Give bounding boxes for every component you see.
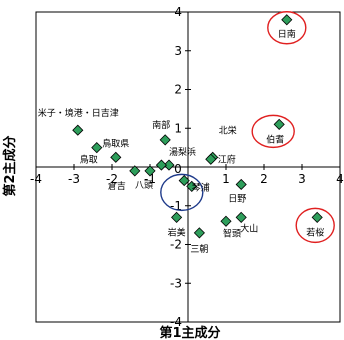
data-point [235,178,247,191]
y-tick-label: 2 [174,83,182,97]
tick-labels: -4 -3 -2 -1 1 2 3 4 -4 -3 -2 -1 1 2 3 4 0 [30,5,344,329]
data-point [72,124,84,136]
axes [35,11,341,323]
point-label: 江府 [218,153,236,165]
point-label: 琴浦 [192,181,210,193]
data-point [155,159,167,171]
point-label: 鳥取県 [102,137,129,149]
point-label: 鳥取 [80,154,98,166]
point-label: 八頭 [135,180,153,191]
data-point [311,211,323,223]
y-tick-label: 3 [174,44,182,58]
data-point [110,151,122,163]
y-tick-label: -2 [170,238,182,252]
data-point [144,165,156,177]
data-point [193,227,205,239]
point-label: 日野 [228,193,246,204]
y-tick-label: 4 [174,5,182,19]
point-label: 大山 [240,222,258,234]
data-point [91,142,103,154]
x-tick-label: 1 [222,172,230,186]
data-point [205,153,217,165]
data-point [220,215,232,227]
point-label: 日南 [278,28,296,40]
point-label: 南部 [152,119,170,131]
x-tick-label: -3 [68,172,80,186]
data-point [159,134,171,146]
highlight-circles [160,11,335,244]
point-label: 伯耆 [266,133,284,145]
point-label: 湯梨浜 [169,146,196,158]
x-axis-title: 第1主成分 [159,325,220,340]
data-points [72,14,323,239]
data-point [186,180,198,192]
data-point [273,118,285,130]
origin-tick-label: 0 [174,162,182,176]
point-label: 智頭 [223,227,241,239]
point-label: 米子・境港・日吉津 [38,107,119,119]
y-tick-label: -1 [170,199,182,213]
x-tick-label: 2 [260,172,268,186]
highlight-circle [267,11,307,45]
x-tick-label: 4 [336,172,344,186]
data-point [163,159,175,171]
data-point [129,165,141,177]
data-point [171,211,183,223]
point-label: 岩美 [168,226,186,238]
point-label: 若桜 [306,226,324,238]
x-tick-label: 3 [298,172,306,186]
x-tick-label: -1 [144,172,156,186]
x-tick-label: -2 [106,172,118,186]
data-point [178,174,190,187]
data-point [235,211,247,223]
highlight-circle [160,173,204,212]
x-tick-label: -4 [30,172,42,186]
y-tick-label: -3 [170,276,182,290]
point-label: 三朝 [190,244,208,255]
y-tick-label: -4 [170,315,182,329]
point-label: 北栄 [219,124,237,136]
highlight-circle [251,114,295,149]
y-tick-label: 1 [174,121,182,135]
highlight-circle [295,207,335,244]
y-axis-title: 第2主成分 [2,135,18,196]
point-label: 倉吉 [108,180,126,192]
data-point [281,14,293,26]
